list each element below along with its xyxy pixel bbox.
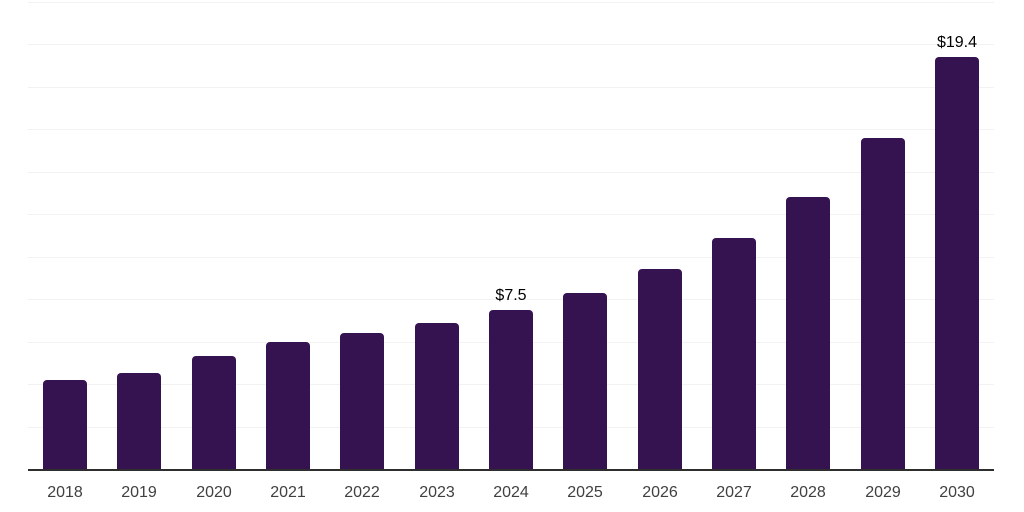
- bar-2029: [861, 138, 905, 469]
- gridline-22: [28, 2, 994, 3]
- bar-2024: [489, 310, 533, 469]
- x-tick-2020: 2020: [196, 484, 232, 501]
- gridline-20: [28, 44, 994, 45]
- x-tick-2022: 2022: [344, 484, 380, 501]
- bar-2030: [935, 57, 979, 469]
- x-tick-2026: 2026: [642, 484, 678, 501]
- gridline-8: [28, 299, 994, 300]
- gridline-10: [28, 257, 994, 258]
- bar-2027: [712, 238, 756, 469]
- x-tick-2027: 2027: [716, 484, 752, 501]
- bar-2026: [638, 269, 682, 469]
- bar-2018: [43, 380, 87, 469]
- gridline-12: [28, 214, 994, 215]
- bar-2025: [563, 293, 607, 469]
- data-label-2024: $7.5: [495, 287, 527, 304]
- x-tick-2018: 2018: [47, 484, 83, 501]
- data-label-2030: $19.4: [936, 34, 978, 51]
- x-tick-2021: 2021: [270, 484, 306, 501]
- bar-2023: [415, 323, 459, 469]
- x-tick-2019: 2019: [121, 484, 157, 501]
- x-tick-2028: 2028: [790, 484, 826, 501]
- x-axis-line: [28, 469, 994, 471]
- bar-2021: [266, 342, 310, 469]
- x-tick-2029: 2029: [865, 484, 901, 501]
- gridline-16: [28, 129, 994, 130]
- bar-2028: [786, 197, 830, 469]
- x-tick-2025: 2025: [567, 484, 603, 501]
- x-tick-2024: 2024: [493, 484, 529, 501]
- gridline-14: [28, 172, 994, 173]
- gridline-18: [28, 87, 994, 88]
- bar-2020: [192, 356, 236, 469]
- x-tick-2030: 2030: [939, 484, 975, 501]
- bar-2019: [117, 373, 161, 469]
- x-tick-2023: 2023: [419, 484, 455, 501]
- bar-2022: [340, 333, 384, 469]
